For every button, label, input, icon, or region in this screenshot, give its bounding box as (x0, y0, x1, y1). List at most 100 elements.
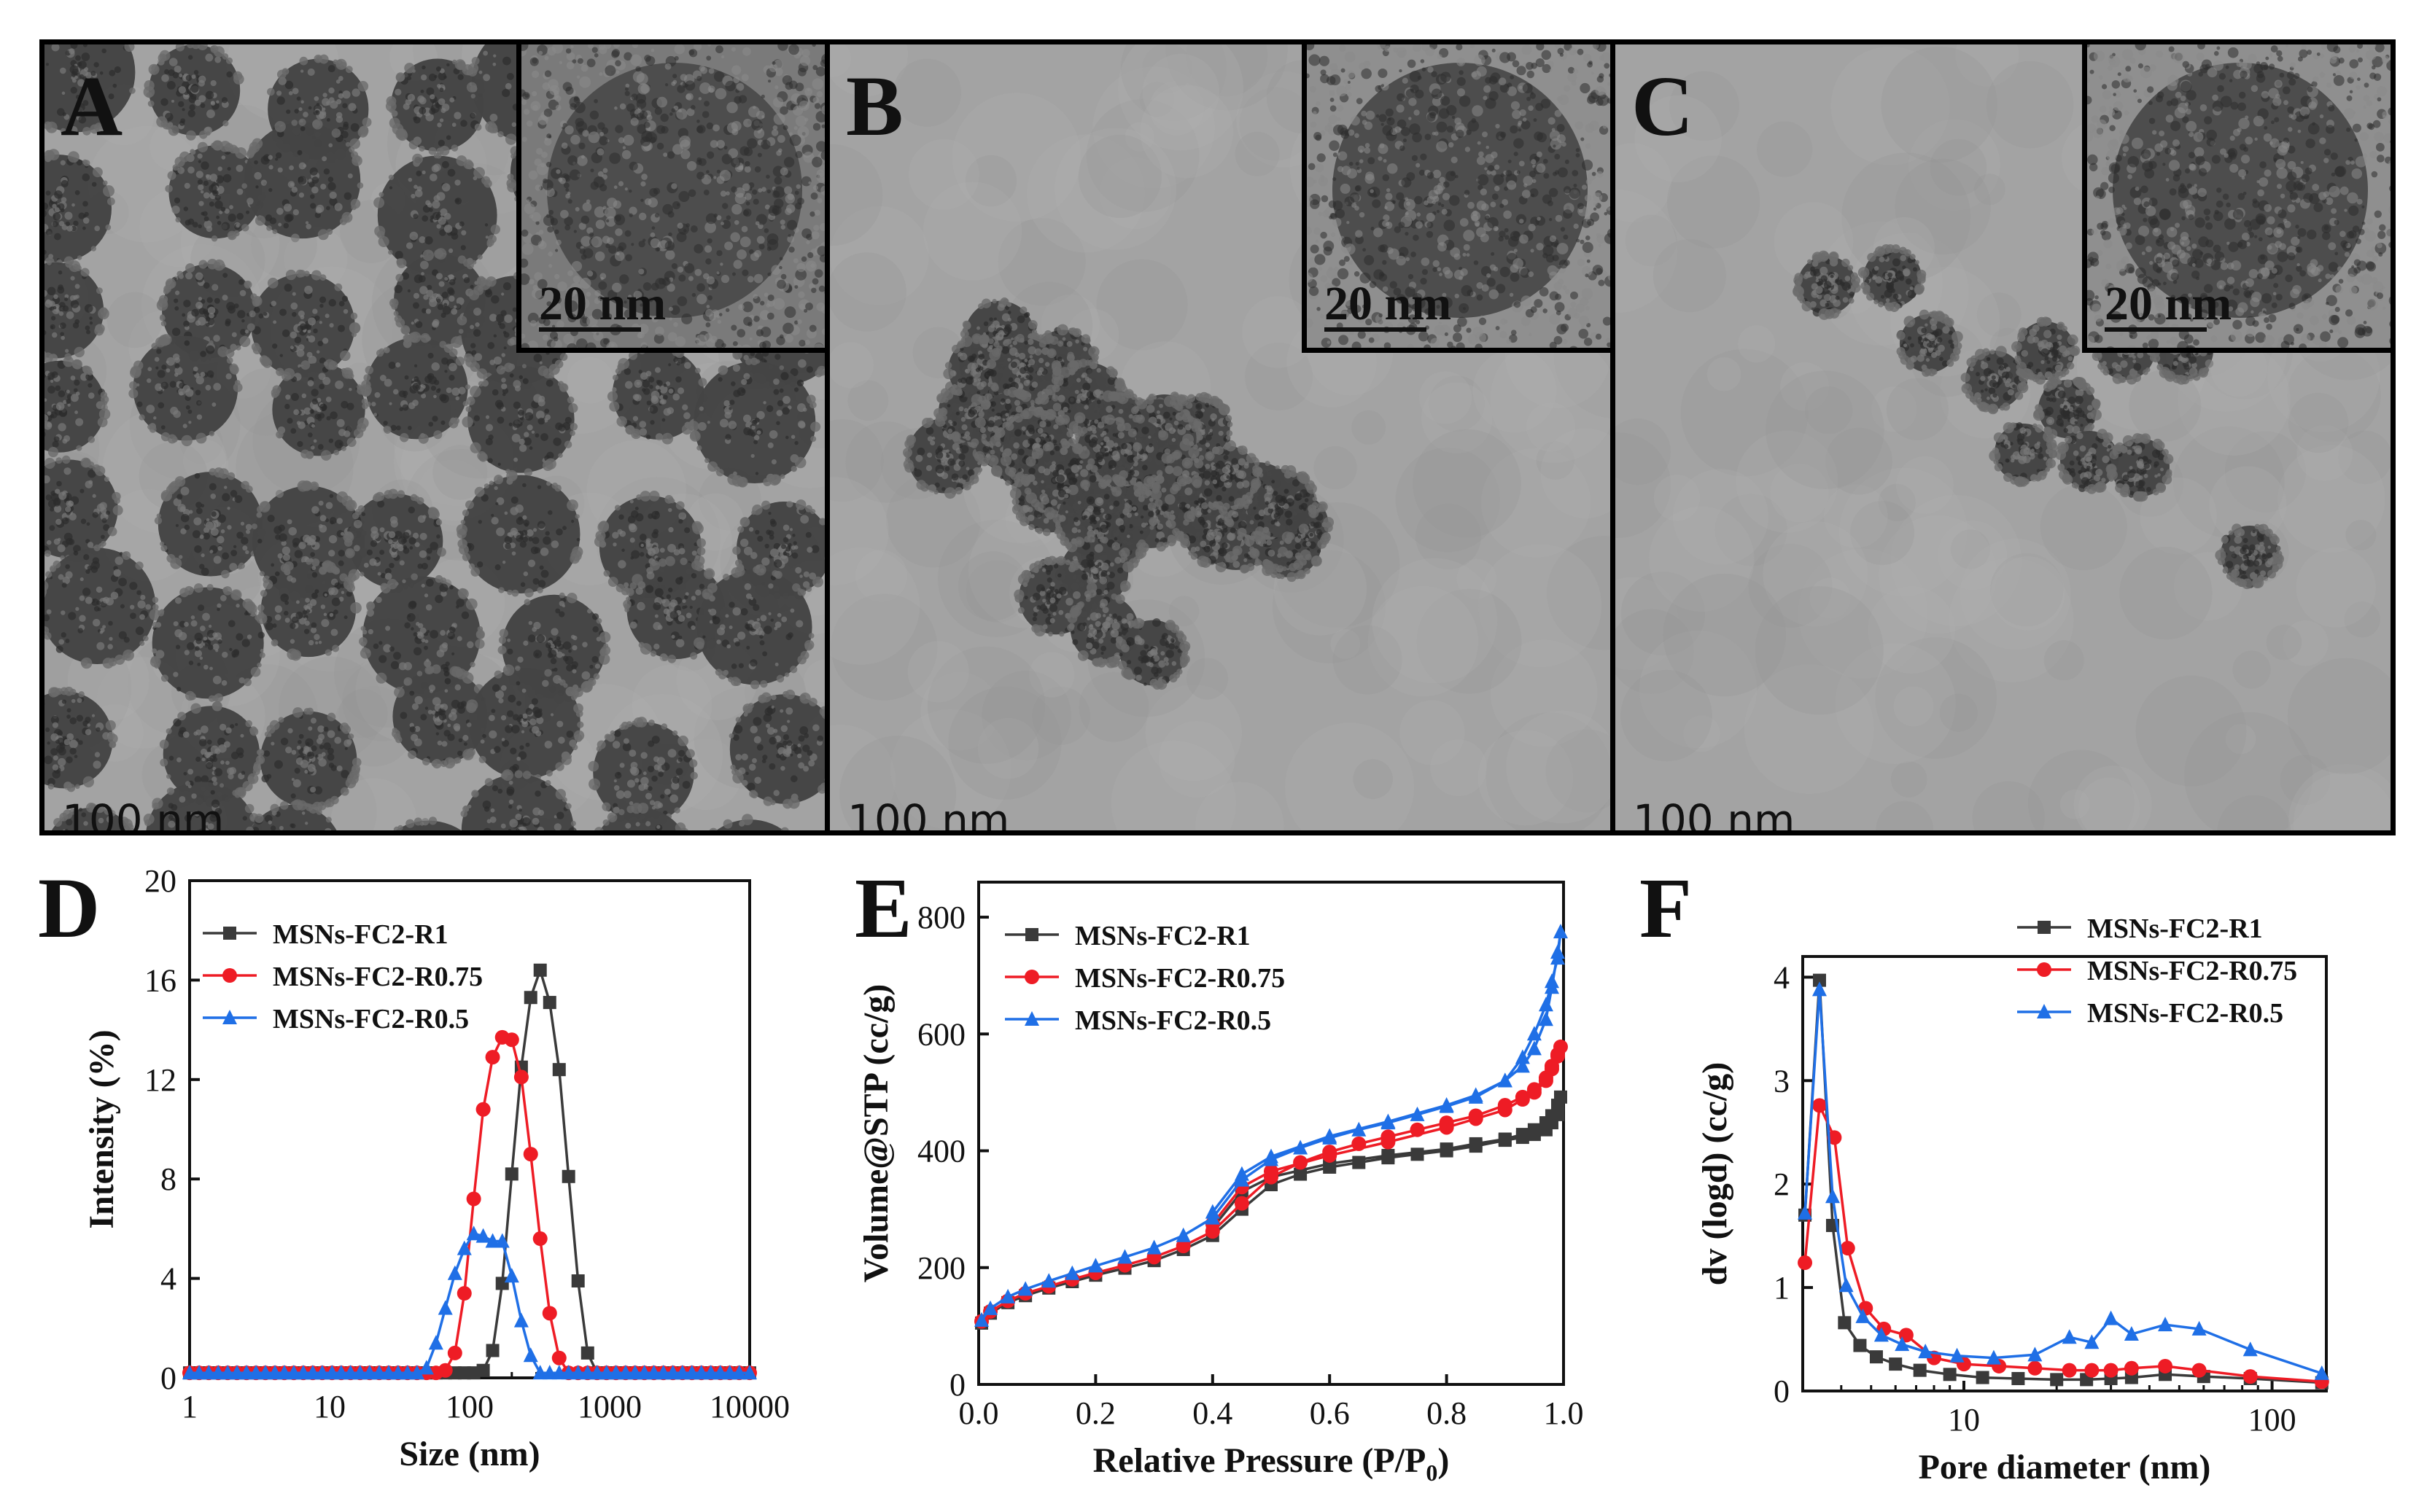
data-point (2103, 1363, 2119, 1378)
data-point (1205, 1204, 1220, 1219)
data-point (1264, 1164, 1278, 1179)
data-point (249, 1365, 264, 1380)
data-point (1294, 1167, 1308, 1181)
legend-marker (223, 927, 236, 940)
y-tick-label: 200 (917, 1250, 966, 1286)
data-point (608, 1365, 624, 1380)
inset-image-c (2087, 44, 2391, 348)
data-point (1553, 924, 1568, 939)
data-point (1538, 997, 1553, 1012)
chart-d: 0 4 8 12 16 20 1 10 100 1000 10000 Size (nm) Intensi… (38, 860, 790, 1473)
panel-letter-a: A (61, 58, 123, 154)
data-point (475, 1102, 491, 1117)
data-point (542, 1365, 557, 1380)
data-point (983, 1300, 998, 1315)
panel-letter-d: D (38, 860, 100, 956)
data-point (1798, 1255, 1813, 1271)
series-msns-fc2-r1 (183, 963, 756, 1380)
data-point (295, 1365, 311, 1380)
data-point (703, 1365, 718, 1380)
x-tick-label: 100 (446, 1389, 494, 1425)
x-tick-label: 0.4 (1192, 1395, 1232, 1431)
legend-label: MSNs-FC2-R0.5 (2087, 998, 2283, 1029)
data-point (684, 1365, 699, 1380)
x-tick-label: 10 (1948, 1402, 1980, 1438)
data-point (580, 1346, 594, 1360)
data-point (1088, 1258, 1103, 1273)
axes-frame (1801, 955, 2328, 1392)
legend: MSNs-FC2-R1 MSNs-FC2-R0.75 MSNs-FC2-R0.5 (203, 919, 483, 1034)
data-point (371, 1365, 387, 1380)
legend-marker (1025, 1011, 1039, 1026)
data-point (513, 1069, 529, 1085)
data-point (523, 1347, 538, 1363)
legend-marker (1025, 928, 1038, 941)
data-point (286, 1365, 301, 1380)
data-point (2124, 1360, 2139, 1376)
tem-panel-a: A 20 nm 100 nm (39, 39, 830, 835)
data-point (731, 1365, 747, 1380)
data-point (1538, 1073, 1553, 1088)
x-tick-label: 100 (2248, 1402, 2296, 1438)
data-point (505, 1167, 519, 1181)
data-point (192, 1365, 207, 1380)
data-point (1117, 1249, 1133, 1264)
data-point (504, 1268, 519, 1283)
legend-marker (1025, 970, 1039, 984)
x-tick-label: 0.0 (959, 1395, 999, 1431)
axes-frame (977, 881, 1565, 1386)
data-point (504, 1032, 519, 1048)
data-point (533, 963, 547, 977)
legend-label: MSNs-FC2-R1 (1075, 921, 1251, 951)
y-tick-label: 0 (160, 1360, 176, 1396)
data-point (494, 1233, 510, 1248)
data-point (974, 1312, 990, 1327)
data-point (447, 1345, 462, 1360)
data-point (2062, 1363, 2077, 1378)
y-axis-label: Intensity (%) (82, 1029, 121, 1228)
series-msns-fc2-r0-5 (974, 924, 1568, 1327)
data-point (1913, 1363, 1927, 1377)
data-point (1234, 1166, 1249, 1181)
y-tick-label: 4 (1774, 959, 1790, 995)
x-tick-label: 0.6 (1310, 1395, 1350, 1431)
data-point (220, 1365, 236, 1380)
x-tick-label: 10 (314, 1389, 346, 1425)
data-point (665, 1365, 680, 1380)
data-point (1018, 1281, 1033, 1296)
panel-letter-b: B (846, 58, 904, 154)
data-point (1811, 981, 1827, 997)
data-point (1146, 1239, 1162, 1255)
legend-label: MSNs-FC2-R1 (2087, 913, 2263, 944)
data-point (551, 1365, 567, 1380)
data-point (2124, 1325, 2139, 1341)
data-point (1538, 1011, 1553, 1026)
data-point (552, 1063, 566, 1077)
data-point (352, 1365, 368, 1380)
data-point (2103, 1310, 2119, 1325)
data-point (1986, 1349, 2001, 1365)
data-point (1838, 1277, 1854, 1293)
data-point (1544, 973, 1559, 989)
data-point (1264, 1148, 1278, 1164)
y-tick-label: 600 (917, 1016, 966, 1052)
y-axis-label: dv (logd) (cc/g) (1696, 1062, 1734, 1286)
data-point (409, 1365, 424, 1380)
series-msns-fc2-r0-5 (1798, 981, 2329, 1380)
legend: MSNs-FC2-R1 MSNs-FC2-R0.75 MSNs-FC2-R0.5 (1005, 921, 1285, 1036)
data-point (1497, 1072, 1512, 1088)
data-point (562, 1169, 575, 1183)
data-point (1351, 1121, 1367, 1137)
data-point (599, 1365, 614, 1380)
data-point (570, 1365, 586, 1380)
data-point (1515, 1049, 1530, 1064)
data-point (2158, 1317, 2173, 1332)
data-point (1976, 1371, 1989, 1384)
data-point (1526, 1040, 1542, 1056)
data-point (742, 1365, 757, 1380)
data-point (1497, 1102, 1512, 1118)
legend-marker (222, 968, 237, 983)
scale-label-a: 100 nm (62, 795, 225, 835)
y-tick-label: 0 (949, 1367, 966, 1403)
